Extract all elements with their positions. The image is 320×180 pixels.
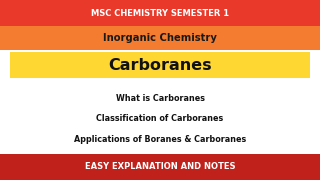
Text: Inorganic Chemistry: Inorganic Chemistry	[103, 33, 217, 43]
Text: Classification of Carboranes: Classification of Carboranes	[96, 114, 224, 123]
FancyBboxPatch shape	[0, 26, 320, 50]
Text: Applications of Boranes & Carboranes: Applications of Boranes & Carboranes	[74, 135, 246, 144]
FancyBboxPatch shape	[0, 154, 320, 180]
Text: What is Carboranes: What is Carboranes	[116, 94, 204, 103]
Text: MSC CHEMISTRY SEMESTER 1: MSC CHEMISTRY SEMESTER 1	[91, 8, 229, 18]
FancyBboxPatch shape	[10, 52, 310, 78]
Text: EASY EXPLANATION AND NOTES: EASY EXPLANATION AND NOTES	[85, 162, 235, 171]
FancyBboxPatch shape	[0, 0, 320, 26]
Text: Carboranes: Carboranes	[108, 58, 212, 73]
